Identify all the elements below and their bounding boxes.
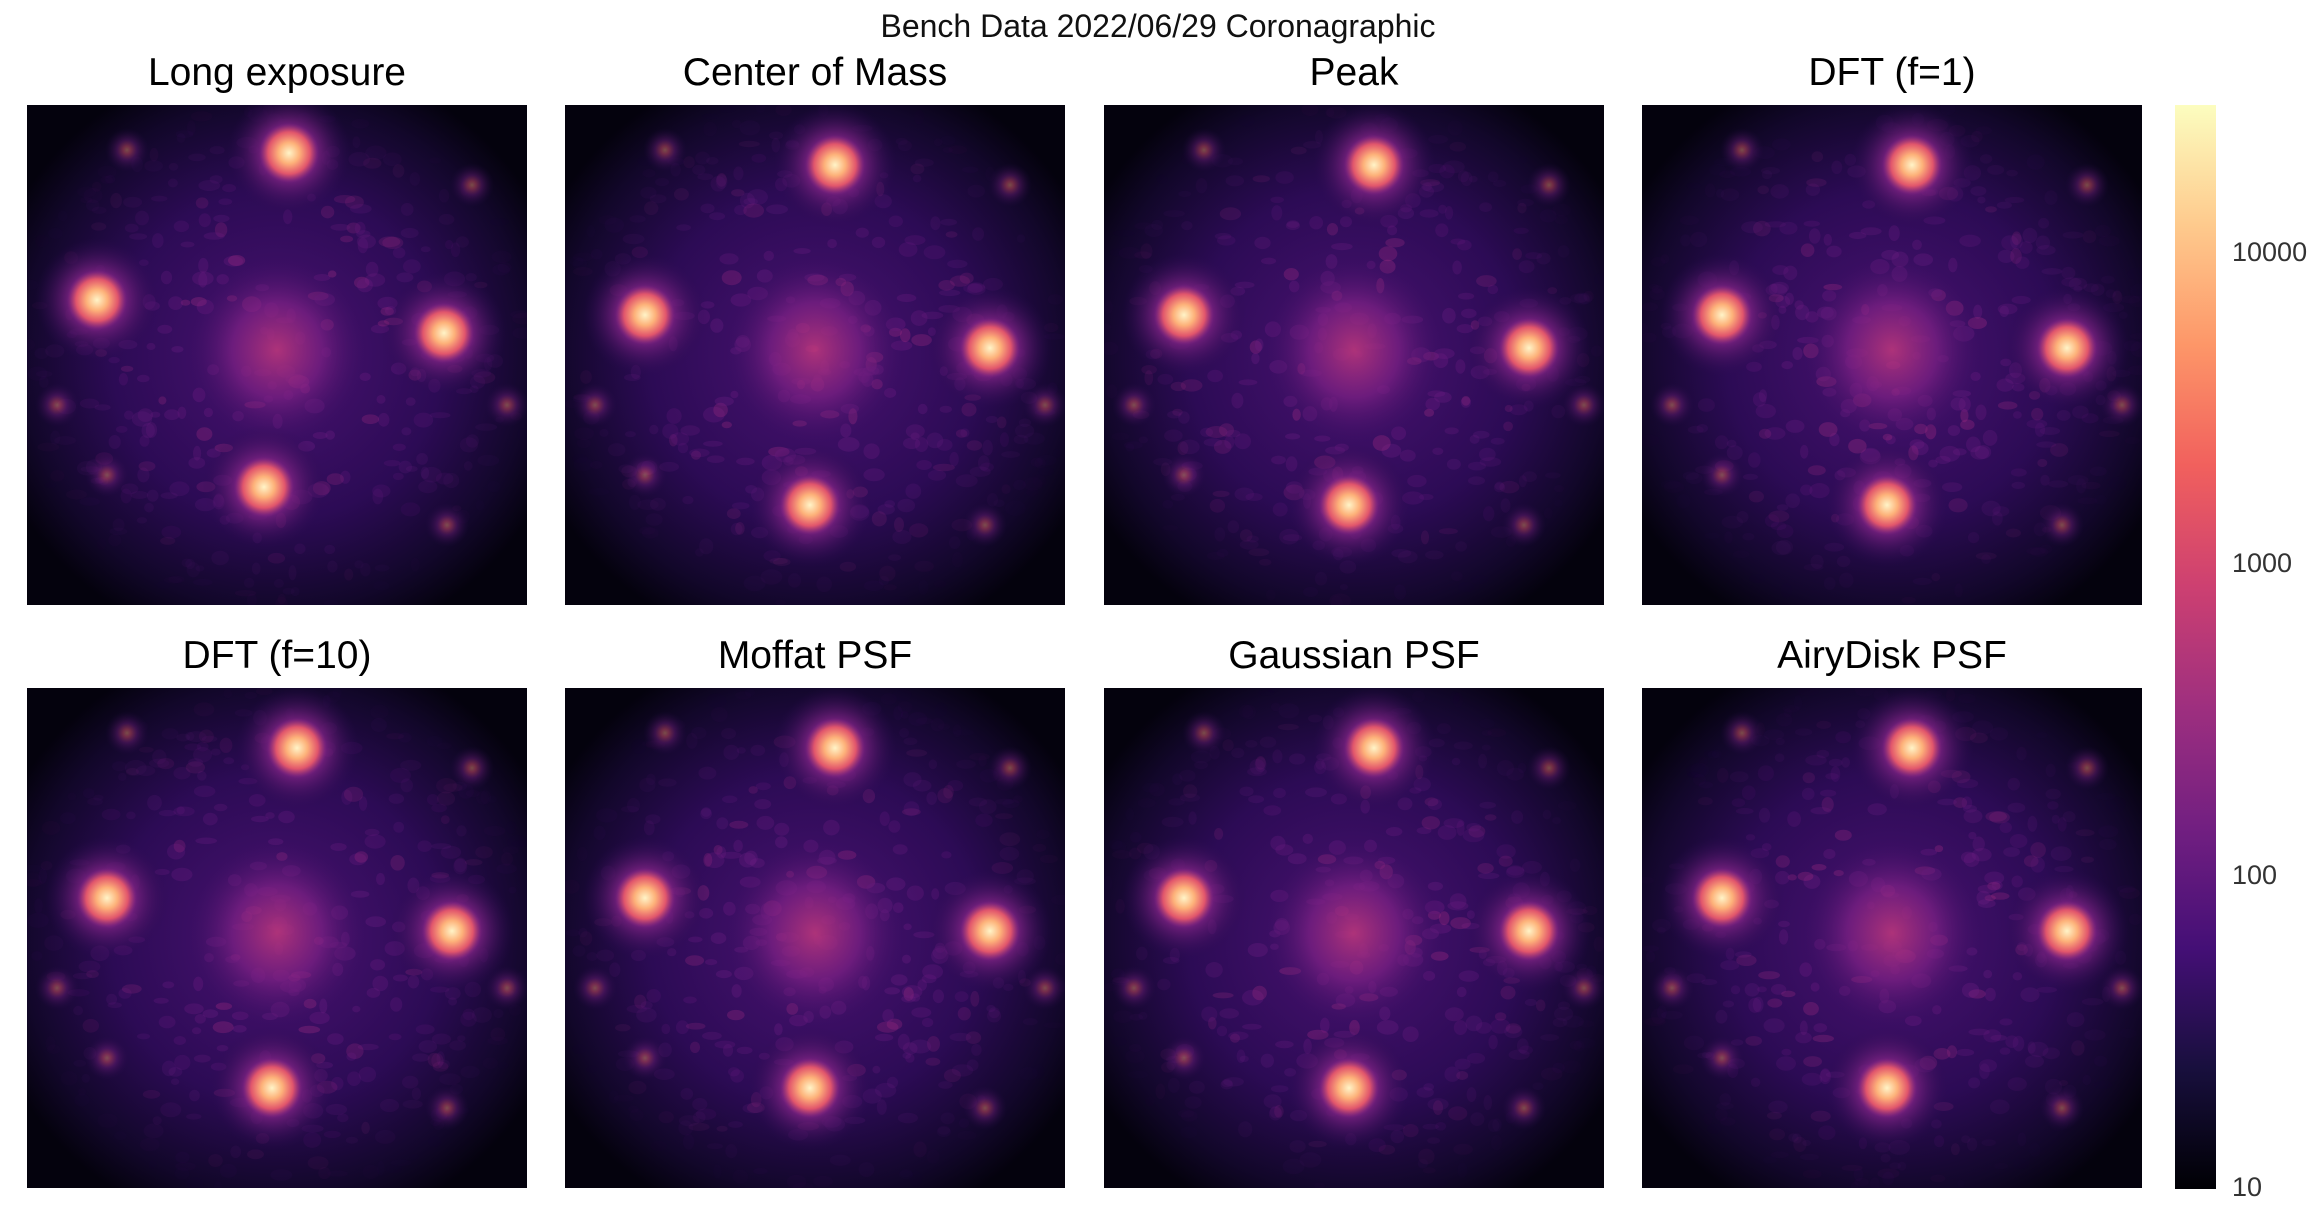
colorbar (2175, 105, 2216, 1189)
panel-title: Center of Mass (682, 51, 948, 94)
psf-image (1104, 105, 1604, 605)
colorbar-tick-label: 1000 (2232, 548, 2293, 578)
panel-title: Peak (1309, 51, 1399, 94)
panel-title: Moffat PSF (717, 634, 913, 677)
psf-image (27, 105, 527, 605)
panel-title: Long exposure (147, 51, 407, 94)
panel-title: DFT (f=10) (182, 634, 372, 677)
panel-title: DFT (f=1) (1808, 51, 1976, 94)
psf-image (27, 688, 527, 1188)
colorbar-gradient (2175, 105, 2216, 1189)
psf-image (1642, 688, 2142, 1188)
panel-title: Gaussian PSF (1228, 634, 1480, 677)
figure-suptitle: Bench Data 2022/06/29 Coronagraphic (880, 8, 1436, 44)
panel-title: AiryDisk PSF (1777, 634, 2007, 677)
colorbar-tick-label: 10000 (2232, 237, 2308, 267)
psf-image (565, 688, 1065, 1188)
psf-image (1104, 688, 1604, 1188)
psf-image (565, 105, 1065, 605)
colorbar-tick-label: 100 (2232, 860, 2278, 890)
colorbar-tick-label: 10 (2232, 1172, 2263, 1202)
psf-image (1642, 105, 2142, 605)
